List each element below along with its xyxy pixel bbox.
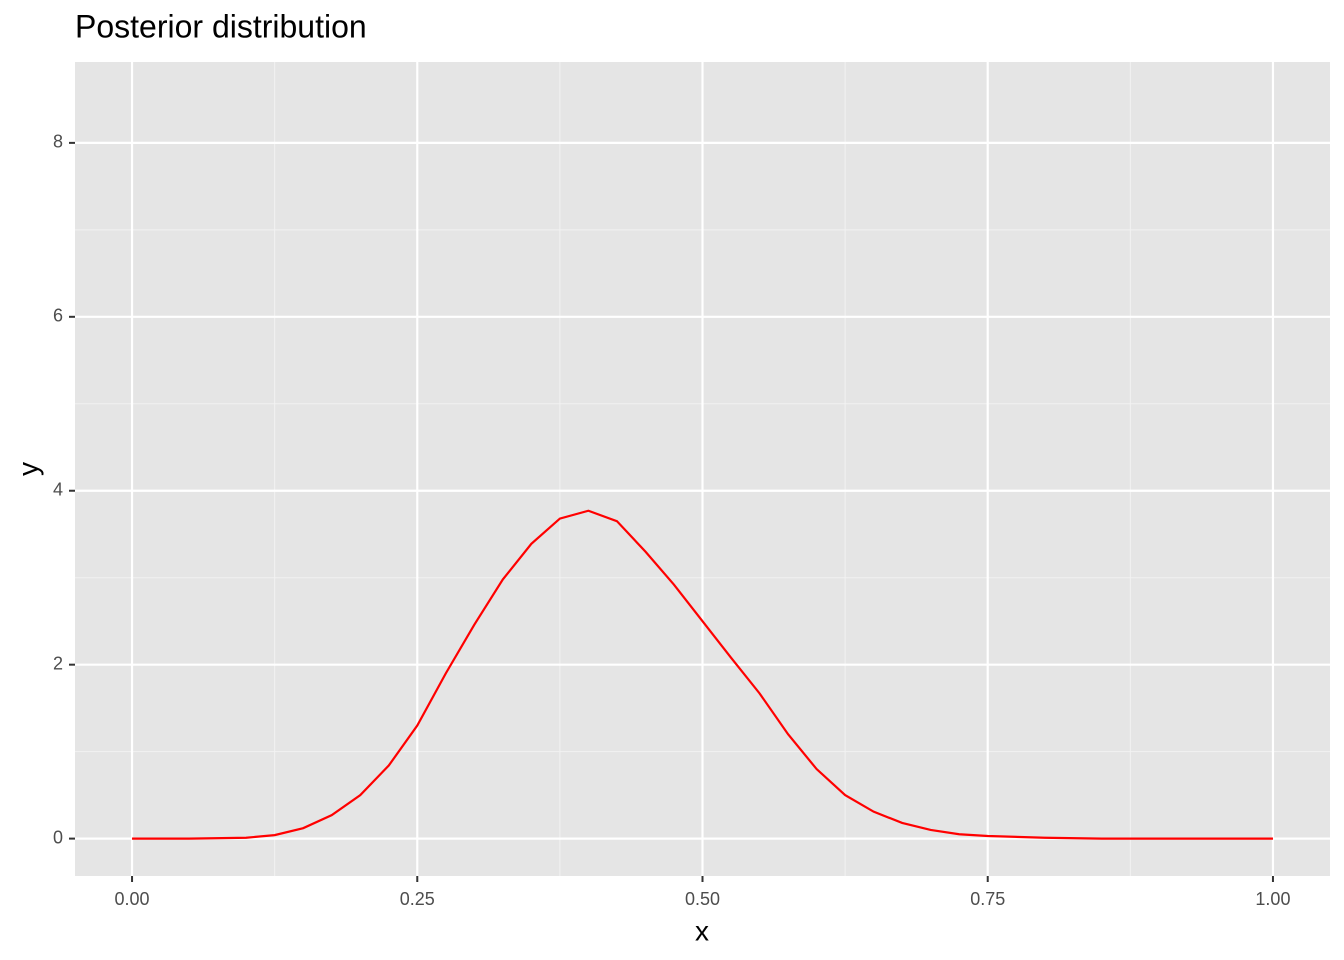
y-tick-label: 8 xyxy=(53,132,63,152)
y-tick-label: 2 xyxy=(53,653,63,673)
y-tick-label: 4 xyxy=(53,479,63,499)
x-tick-label: 0.25 xyxy=(400,889,435,909)
x-tick-label: 0.75 xyxy=(970,889,1005,909)
x-tick-label: 0.50 xyxy=(685,889,720,909)
chart-title: Posterior distribution xyxy=(75,8,367,44)
x-tick-label: 0.00 xyxy=(115,889,150,909)
x-axis-label: x xyxy=(695,915,709,946)
y-tick-label: 6 xyxy=(53,306,63,326)
x-tick-label: 1.00 xyxy=(1255,889,1290,909)
y-axis-label: y xyxy=(12,462,43,476)
y-tick-label: 0 xyxy=(53,827,63,847)
line-series xyxy=(132,509,1273,840)
